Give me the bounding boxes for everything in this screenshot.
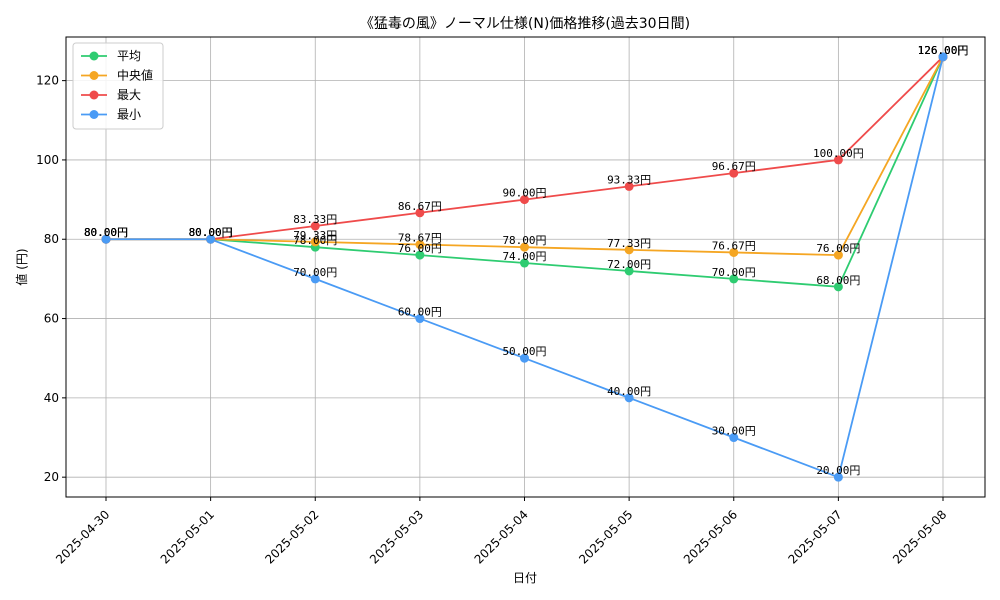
data-point	[729, 247, 739, 257]
legend-label: 最小	[117, 108, 141, 122]
data-label: 76.00円	[816, 242, 860, 255]
data-point	[415, 208, 425, 218]
data-label: 79.33円	[293, 229, 337, 242]
data-label: 80.00円	[189, 226, 233, 239]
data-label: 126.00円	[918, 44, 969, 57]
series-points	[101, 52, 948, 482]
data-label: 78.67円	[398, 232, 442, 245]
data-label: 74.00円	[502, 250, 546, 263]
data-point	[833, 155, 843, 165]
data-label: 100.00円	[813, 147, 864, 160]
data-label: 68.00円	[816, 274, 860, 287]
legend-marker	[89, 90, 99, 100]
data-label: 80.00円	[84, 226, 128, 239]
data-label: 76.67円	[712, 239, 756, 252]
data-label: 126.00円	[918, 44, 969, 57]
data-point	[520, 242, 529, 252]
data-point	[729, 274, 739, 284]
data-labels: 80.00円 80.00円 78.00円 76.00円 74.00円 72.00円 70.0…	[84, 44, 968, 477]
data-point	[310, 274, 320, 284]
data-label: 80.00円	[84, 226, 128, 239]
legend-label: 最大	[117, 88, 141, 102]
data-label: 30.00円	[712, 425, 756, 438]
y-tick-label: 20	[44, 470, 59, 484]
data-point	[206, 234, 216, 244]
data-point	[624, 393, 634, 403]
data-label: 90.00円	[502, 187, 546, 200]
data-label: 50.00円	[502, 345, 546, 358]
data-label: 60.00円	[398, 306, 442, 319]
data-point	[729, 433, 739, 443]
legend-marker	[89, 110, 99, 119]
data-point	[938, 52, 948, 62]
data-label: 80.00円	[84, 226, 128, 239]
legend-box	[72, 42, 164, 130]
data-label: 80.00円	[189, 226, 233, 239]
legend-label: 平均	[117, 49, 141, 63]
data-point	[624, 245, 634, 255]
data-point	[833, 250, 843, 260]
chart-title: 《猛毒の風》ノーマル仕様(N)価格推移(過去30日間)	[360, 16, 690, 32]
y-tick-label: 40	[44, 391, 59, 405]
data-label: 93.33円	[607, 173, 651, 186]
data-label: 126.00円	[918, 44, 969, 57]
y-tick-label: 120	[36, 74, 59, 88]
data-point	[310, 237, 320, 247]
data-point	[310, 221, 320, 231]
data-label: 76.00円	[398, 242, 442, 255]
data-label: 70.00円	[293, 266, 337, 279]
grid-lines	[66, 37, 985, 497]
data-label: 80.00円	[84, 226, 128, 239]
data-point	[415, 240, 425, 250]
plot-frame	[65, 36, 986, 498]
data-point	[415, 314, 425, 324]
y-axis: 20 40 60 80 100 120	[36, 74, 66, 484]
legend-label: 中央値	[117, 68, 153, 83]
data-label: 20.00円	[816, 464, 860, 477]
y-tick-label: 100	[36, 153, 59, 167]
y-tick-label: 60	[44, 312, 59, 326]
legend-marker	[89, 71, 99, 80]
data-label: 77.33円	[607, 237, 651, 250]
data-label: 80.00円	[189, 226, 233, 239]
data-point	[833, 282, 843, 292]
data-label: 70.00円	[712, 266, 756, 279]
data-point	[101, 234, 111, 244]
data-point	[415, 250, 425, 260]
data-label: 126.00円	[918, 44, 969, 57]
data-point	[624, 266, 634, 276]
data-label: 78.00円	[502, 234, 546, 247]
data-point	[833, 472, 843, 482]
data-point	[729, 168, 739, 178]
data-label: 83.33円	[293, 213, 337, 226]
data-point	[520, 258, 529, 268]
data-point	[624, 181, 634, 191]
data-point	[520, 195, 529, 205]
data-label: 80.00円	[189, 226, 233, 239]
data-label: 78.00円	[293, 234, 337, 247]
data-label: 86.67円	[398, 200, 442, 213]
y-tick-label: 80	[44, 232, 59, 246]
y-axis-title: 値 (円)	[14, 248, 29, 285]
legend-marker	[89, 51, 99, 61]
x-axis-title: 日付	[513, 571, 537, 585]
data-label: 40.00円	[607, 385, 651, 398]
data-label: 72.00円	[607, 258, 651, 271]
data-label: 96.67円	[712, 160, 756, 173]
data-point	[520, 353, 529, 363]
